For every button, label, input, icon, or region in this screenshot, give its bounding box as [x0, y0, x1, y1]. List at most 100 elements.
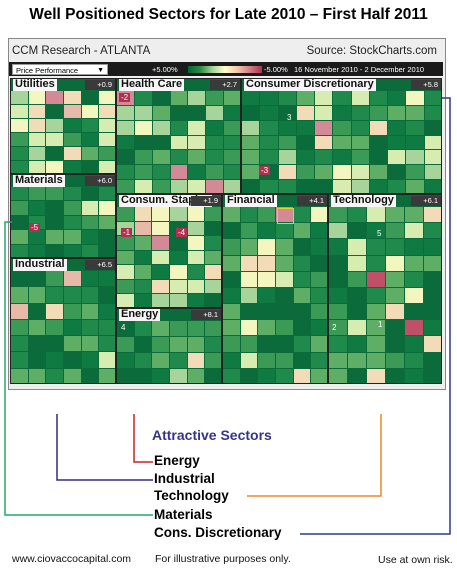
stock-cell[interactable] — [367, 287, 385, 304]
stock-cell[interactable] — [206, 150, 224, 165]
stock-cell[interactable] — [187, 321, 205, 336]
stock-cell[interactable] — [348, 207, 366, 223]
stock-cell[interactable] — [188, 91, 206, 105]
stock-cell[interactable] — [28, 368, 46, 383]
stock-cell[interactable] — [152, 135, 170, 150]
stock-cell[interactable] — [187, 236, 205, 250]
stock-cell[interactable] — [81, 352, 99, 368]
stock-cell[interactable] — [117, 207, 134, 221]
stock-cell[interactable] — [388, 180, 406, 193]
stock-cell[interactable] — [170, 135, 188, 150]
stock-cell[interactable] — [329, 336, 347, 352]
sector-materials[interactable]: Materials +6.0 -5 — [10, 174, 116, 258]
stock-cell[interactable] — [424, 320, 441, 336]
stock-cell[interactable] — [188, 165, 206, 180]
stock-cell[interactable] — [405, 207, 423, 223]
stock-cell[interactable] — [64, 133, 81, 146]
stock-cell[interactable] — [276, 287, 293, 304]
stock-cell[interactable] — [170, 265, 187, 279]
stock-cell[interactable] — [260, 91, 278, 105]
stock-cell[interactable] — [369, 165, 388, 180]
stock-cell[interactable] — [206, 91, 224, 105]
stock-cell[interactable] — [424, 91, 441, 105]
stock-cell[interactable] — [333, 165, 351, 180]
stock-cell[interactable] — [293, 223, 311, 239]
stock-cell[interactable] — [276, 207, 293, 223]
stock-cell[interactable] — [405, 239, 423, 255]
stock-cell[interactable] — [348, 352, 366, 368]
stock-cell[interactable] — [99, 133, 115, 146]
stock-cell[interactable] — [223, 304, 240, 320]
stock-cell[interactable] — [406, 150, 424, 165]
stock-cell[interactable] — [206, 120, 224, 135]
stock-cell[interactable] — [11, 271, 28, 287]
stock-cell[interactable] — [388, 165, 406, 180]
stock-cell[interactable] — [11, 201, 28, 215]
stock-cell[interactable] — [64, 319, 81, 336]
stock-cell[interactable] — [46, 105, 63, 118]
stock-cell[interactable] — [11, 91, 28, 104]
stock-cell[interactable] — [278, 150, 296, 165]
stock-cell[interactable] — [240, 255, 258, 271]
stock-cell[interactable] — [258, 352, 275, 368]
stock-cell[interactable] — [188, 150, 206, 165]
stock-cell[interactable] — [296, 120, 315, 135]
stock-cell[interactable] — [369, 91, 388, 105]
stock-cell[interactable] — [424, 336, 441, 352]
stock-cell[interactable] — [240, 336, 258, 352]
stock-cell[interactable] — [134, 105, 152, 120]
stock-cell[interactable] — [293, 304, 311, 320]
stock-cell[interactable] — [81, 271, 99, 287]
stock-cell[interactable] — [170, 105, 188, 120]
stock-cell[interactable] — [405, 287, 423, 304]
stock-cell[interactable] — [170, 369, 187, 383]
stock-cell[interactable] — [28, 271, 46, 287]
stock-cell[interactable] — [276, 320, 293, 336]
stock-cell[interactable] — [240, 287, 258, 304]
stock-cell[interactable] — [81, 244, 99, 257]
stock-cell[interactable] — [11, 287, 28, 303]
stock-cell[interactable] — [99, 201, 115, 215]
stock-cell[interactable] — [367, 336, 385, 352]
stock-cell[interactable] — [386, 255, 404, 271]
stock-cell[interactable] — [117, 135, 134, 150]
stock-cell[interactable] — [405, 320, 423, 336]
stock-cell[interactable] — [424, 223, 441, 239]
stock-cell[interactable] — [152, 180, 170, 193]
stock-cell[interactable] — [46, 244, 63, 257]
stock-cell[interactable] — [333, 180, 351, 193]
stock-cell[interactable] — [424, 135, 441, 150]
stock-cell[interactable] — [11, 147, 28, 160]
stock-cell[interactable] — [386, 207, 404, 223]
stock-cell[interactable] — [152, 105, 170, 120]
stock-cell[interactable] — [46, 133, 63, 146]
stock-cell[interactable] — [206, 165, 224, 180]
stock-cell[interactable] — [386, 368, 404, 383]
stock-cell[interactable] — [81, 201, 99, 215]
stock-cell[interactable] — [311, 336, 327, 352]
stock-cell[interactable] — [152, 150, 170, 165]
stock-cell[interactable] — [99, 230, 115, 244]
stock-cell[interactable] — [64, 105, 81, 118]
stock-cell[interactable] — [424, 180, 441, 193]
stock-cell[interactable] — [351, 180, 369, 193]
stock-cell[interactable] — [386, 336, 404, 352]
stock-cell[interactable] — [424, 105, 441, 120]
stock-cell[interactable] — [369, 150, 388, 165]
stock-cell[interactable] — [329, 207, 347, 223]
stock-cell[interactable] — [329, 223, 347, 239]
stock-cell[interactable] — [64, 230, 81, 244]
stock-cell[interactable] — [424, 150, 441, 165]
stock-cell[interactable] — [293, 352, 311, 368]
sector-energy[interactable]: Energy +8.1 4 — [116, 308, 222, 384]
stock-cell[interactable] — [28, 105, 46, 118]
stock-cell[interactable] — [46, 91, 63, 104]
stock-cell[interactable] — [276, 223, 293, 239]
stock-cell[interactable] — [406, 105, 424, 120]
stock-cell[interactable] — [278, 120, 296, 135]
stock-cell[interactable] — [242, 105, 260, 120]
stock-cell[interactable] — [333, 105, 351, 120]
stock-cell[interactable] — [276, 336, 293, 352]
stock-cell[interactable] — [46, 287, 63, 303]
stock-cell[interactable] — [260, 180, 278, 193]
